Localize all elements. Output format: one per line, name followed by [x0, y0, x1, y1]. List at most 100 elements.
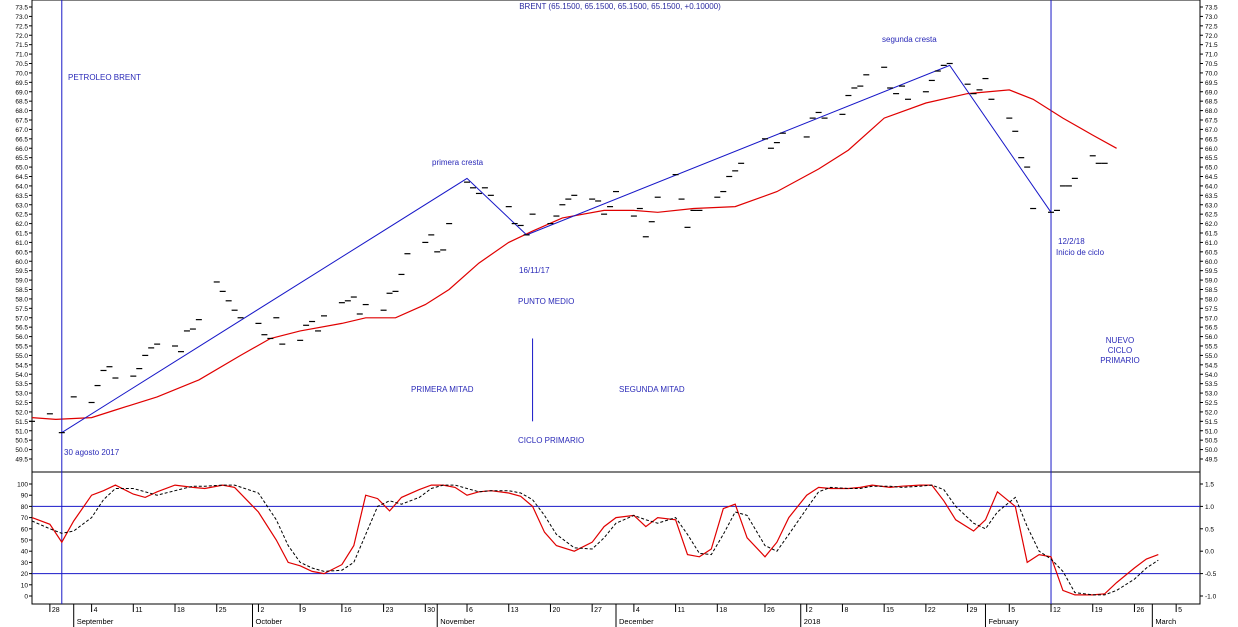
- x-day-tick-label: 8: [844, 607, 848, 614]
- x-day-tick-label: 15: [886, 607, 894, 614]
- price-right-tick-label: 73.0: [1205, 14, 1218, 21]
- osc-left-tick-label: 90: [21, 493, 29, 500]
- x-day-tick-label: 9: [302, 607, 306, 614]
- price-right-tick-label: 69.0: [1205, 89, 1218, 96]
- x-day-tick-label: 16: [344, 607, 352, 614]
- price-right-tick-label: 72.5: [1205, 23, 1218, 30]
- price-right-tick-label: 60.0: [1205, 259, 1218, 266]
- price-right-tick-label: 50.0: [1205, 447, 1218, 454]
- price-left-tick-label: 54.5: [15, 362, 28, 369]
- x-month-label: March: [1155, 617, 1176, 626]
- price-left-tick-label: 56.0: [15, 334, 28, 341]
- osc-right-tick-label: -1.0: [1205, 594, 1217, 601]
- price-left-tick-label: 59.0: [15, 278, 28, 285]
- osc-right-tick-label: 1.0: [1205, 504, 1214, 511]
- price-right-tick-label: 71.0: [1205, 52, 1218, 59]
- price-left-tick-label: 52.0: [15, 409, 28, 416]
- price-left-tick-label: 68.5: [15, 99, 28, 106]
- x-day-tick-label: 26: [1136, 607, 1144, 614]
- price-right-tick-label: 49.5: [1205, 457, 1218, 464]
- price-left-tick-label: 62.5: [15, 212, 28, 219]
- x-month-label: September: [77, 617, 114, 626]
- price-right-tick-label: 59.5: [1205, 268, 1218, 275]
- price-left-tick-label: 65.5: [15, 155, 28, 162]
- axes-layer: 49.5 49.550.0 50.050.5 50.551.0 51.051.5 51.5…: [15, 5, 1218, 627]
- price-left-tick-label: 55.0: [15, 353, 28, 360]
- x-day-tick-label: 19: [1095, 607, 1103, 614]
- price-left-tick-label: 58.5: [15, 287, 28, 294]
- osc-left-tick-label: 10: [21, 582, 29, 589]
- label-segunda-cresta: segunda cresta: [882, 35, 937, 44]
- x-day-tick-label: 5: [1178, 607, 1182, 614]
- price-left-tick-label: 59.5: [15, 268, 28, 275]
- price-right-tick-label: 70.5: [1205, 61, 1218, 68]
- price-left-tick-label: 63.5: [15, 193, 28, 200]
- price-left-tick-label: 66.5: [15, 136, 28, 143]
- x-day-tick-label: 18: [719, 607, 727, 614]
- price-right-tick-label: 64.0: [1205, 183, 1218, 190]
- price-right-tick-label: 56.5: [1205, 325, 1218, 332]
- price-right-tick-label: 61.5: [1205, 231, 1218, 238]
- osc-left-tick-label: 70: [21, 515, 29, 522]
- x-day-tick-label: 25: [219, 607, 227, 614]
- x-day-tick-label: 2: [809, 607, 813, 614]
- x-day-tick-label: 23: [386, 607, 394, 614]
- price-left-tick-label: 56.5: [15, 325, 28, 332]
- x-month-label: 2018: [804, 617, 821, 626]
- moving-average-layer: [31, 89, 1117, 421]
- x-month-label: December: [619, 617, 654, 626]
- label-30-agosto: 30 agosto 2017: [64, 448, 120, 457]
- x-day-tick-label: 22: [928, 607, 936, 614]
- price-right-tick-label: 60.5: [1205, 249, 1218, 256]
- price-right-tick-label: 62.0: [1205, 221, 1218, 228]
- x-day-tick-label: 30: [427, 607, 435, 614]
- price-right-tick-label: 53.5: [1205, 381, 1218, 388]
- price-right-tick-label: 73.5: [1205, 5, 1218, 12]
- price-left-tick-label: 64.5: [15, 174, 28, 181]
- price-right-tick-label: 71.5: [1205, 42, 1218, 49]
- price-left-tick-label: 68.0: [15, 108, 28, 115]
- price-left-tick-label: 67.0: [15, 127, 28, 134]
- label-primera-mitad: PRIMERA MITAD: [411, 385, 474, 394]
- price-right-tick-label: 67.0: [1205, 127, 1218, 134]
- price-left-tick-label: 61.0: [15, 240, 28, 247]
- price-right-tick-label: 52.0: [1205, 409, 1218, 416]
- osc-left-tick-label: 40: [21, 549, 29, 556]
- label-date-16-11-17: 16/11/17: [519, 266, 550, 275]
- price-left-tick-label: 50.0: [15, 447, 28, 454]
- price-left-tick-label: 53.0: [15, 391, 28, 398]
- chart-title: BRENT (65.1500, 65.1500, 65.1500, 65.150…: [519, 2, 721, 11]
- price-left-tick-label: 70.5: [15, 61, 28, 68]
- price-right-tick-label: 66.0: [1205, 146, 1218, 153]
- cycle-trend-line: [61, 64, 1052, 434]
- x-day-tick-label: 6: [469, 607, 473, 614]
- price-left-tick-label: 72.0: [15, 33, 28, 40]
- price-left-tick-label: 51.5: [15, 419, 28, 426]
- osc-left-tick-label: 60: [21, 526, 29, 533]
- price-left-tick-label: 62.0: [15, 221, 28, 228]
- price-left-tick-label: 51.0: [15, 428, 28, 435]
- price-right-tick-label: 69.5: [1205, 80, 1218, 87]
- x-day-tick-label: 4: [636, 607, 640, 614]
- price-left-tick-label: 66.0: [15, 146, 28, 153]
- price-left-tick-label: 60.0: [15, 259, 28, 266]
- price-right-tick-label: 67.5: [1205, 118, 1218, 125]
- x-day-tick-label: 11: [135, 607, 142, 614]
- x-day-tick-label: 27: [594, 607, 602, 614]
- x-month-label: February: [988, 617, 1018, 626]
- label-ciclo-primario: CICLO PRIMARIO: [518, 436, 585, 445]
- label-petroleo-brent: PETROLEO BRENT: [68, 73, 141, 82]
- price-right-tick-label: 62.5: [1205, 212, 1218, 219]
- price-left-tick-label: 49.5: [15, 457, 28, 464]
- price-right-tick-label: 66.5: [1205, 136, 1218, 143]
- price-right-tick-label: 68.5: [1205, 99, 1218, 106]
- osc-left-tick-label: 20: [21, 571, 29, 578]
- price-left-tick-label: 71.0: [15, 52, 28, 59]
- price-right-tick-label: 50.5: [1205, 438, 1218, 445]
- osc-left-tick-label: 0: [24, 594, 28, 601]
- price-right-tick-label: 55.0: [1205, 353, 1218, 360]
- x-month-label: November: [440, 617, 475, 626]
- x-day-tick-label: 13: [511, 607, 519, 614]
- price-left-tick-label: 50.5: [15, 438, 28, 445]
